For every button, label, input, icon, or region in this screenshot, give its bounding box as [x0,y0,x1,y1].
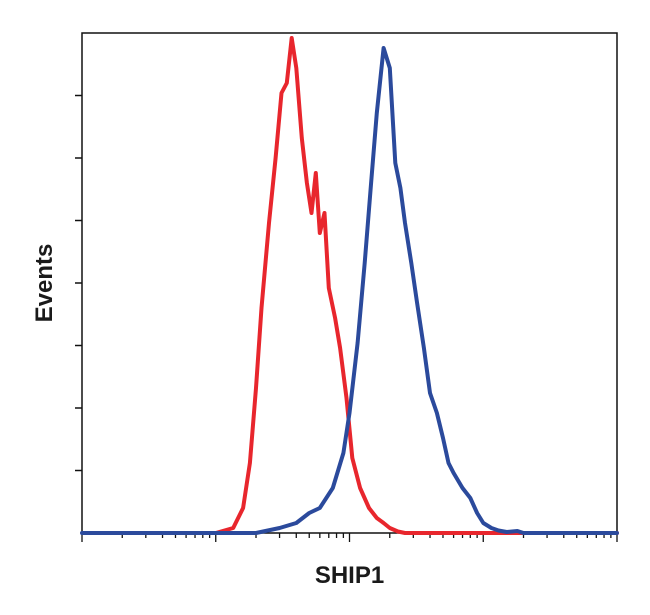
series-line-1 [213,36,619,535]
series-layer [80,36,619,535]
x-axis-label: SHIP1 [315,562,384,589]
plot-frame [81,32,618,534]
series-line-2 [80,46,619,535]
y-axis-label: Events [31,244,58,323]
y-axis-ticks [75,94,82,472]
